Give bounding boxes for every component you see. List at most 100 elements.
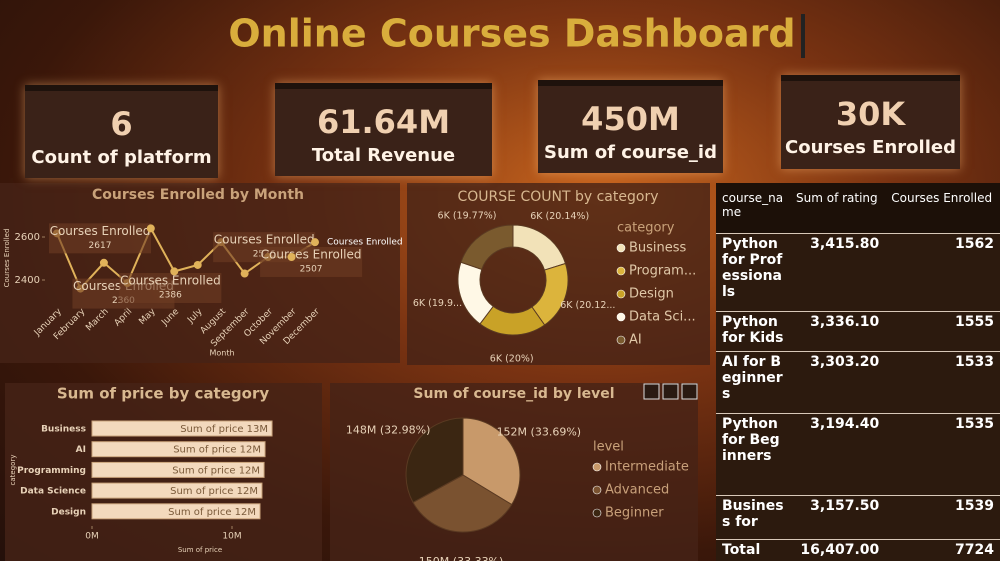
data-label: 148M (32.98%) (346, 424, 431, 437)
table-cell: 1539 (885, 495, 1000, 540)
legend-swatch (592, 508, 602, 518)
chart-title: Courses Enrolled by Month (92, 187, 304, 203)
x-axis-title: Sum of price (178, 546, 222, 554)
data-label: Sum of price 12M (172, 465, 260, 476)
table-cell: AI for Beginners (716, 351, 790, 414)
table-cell: 3,336.10 (790, 311, 886, 352)
point (146, 224, 155, 233)
legend-swatch (616, 266, 626, 276)
table-cell: Python for Kids (716, 311, 790, 352)
slice (462, 417, 521, 506)
legend-label: Program... (629, 264, 696, 279)
data-label: 6K (19.77%) (438, 210, 497, 221)
x-tick-label: 0M (85, 532, 99, 542)
kpi-value: 6 (110, 105, 133, 143)
table-cell: 3,303.20 (790, 351, 886, 414)
legend-label: Intermediate (605, 460, 689, 475)
legend-label: Beginner (605, 506, 664, 521)
data-label-name: Courses Enrolled (214, 233, 315, 247)
total-row: Total 16,407.00 7724 (716, 539, 1000, 560)
legend-label: Design (629, 287, 674, 302)
kpi-value: 30K (835, 95, 906, 133)
label-box (119, 273, 222, 304)
icon[interactable] (662, 383, 679, 400)
data-label: Sum of price 13M (180, 424, 268, 435)
table: course_name Sum of rating Courses Enrolled… (716, 183, 1000, 561)
y-tick-label: AI (76, 445, 86, 455)
point (193, 260, 202, 269)
legend-title: level (593, 440, 624, 455)
table-cell: Python for Beginners (716, 413, 790, 496)
icon[interactable] (643, 383, 660, 400)
kpi-card: 6 Count of platform (25, 85, 218, 178)
icon[interactable] (681, 383, 698, 400)
legend-swatch (592, 462, 602, 472)
data-label: 6K (20%) (490, 353, 534, 364)
legend-label: Business (629, 241, 687, 256)
data-label: Sum of price 12M (173, 445, 261, 456)
legend-swatch (616, 312, 626, 322)
point (287, 252, 296, 261)
table-cell: 1533 (885, 351, 1000, 414)
data-label: 150M (33.33%) (419, 555, 504, 561)
data-label-name: Courses Enrolled (120, 274, 221, 288)
y-tick-label: Programming (17, 466, 86, 476)
table-cell: 1555 (885, 311, 1000, 352)
chart-title: COURSE COUNT by category (458, 189, 659, 205)
series-label: Courses Enrolled (327, 238, 403, 248)
table-cell: 3,157.50 (790, 495, 886, 540)
y-tick-label: Data Science (20, 487, 86, 497)
legend-label: Data Sci... (629, 310, 696, 325)
data-label-name: Courses Enrolled (50, 224, 151, 238)
data-label: 152M (33.69%) (497, 425, 582, 438)
data-label: 6K (19.9... (413, 298, 462, 309)
data-label: 2507 (300, 264, 323, 274)
table-cell: 3,194.40 (790, 413, 886, 496)
slice (460, 224, 514, 270)
total-cell: 7724 (885, 539, 1000, 560)
bar (91, 482, 263, 499)
y-tick-label: 2400 (15, 275, 40, 286)
y-tick-label: Design (51, 507, 86, 517)
kpi-label: Count of platform (31, 147, 212, 168)
table-row: Python for Beginners 3,194.40 1535 (716, 413, 1000, 496)
data-label: 2617 (89, 241, 112, 251)
x-axis-title: Month (209, 349, 234, 358)
point (311, 238, 319, 247)
y-axis-title: Courses Enrolled (3, 229, 11, 288)
kpi-label: Total Revenue (311, 145, 456, 166)
data-label: 2386 (159, 291, 182, 301)
y-tick-label: 2600 (15, 232, 40, 243)
table-cell: 1562 (885, 233, 1000, 312)
table-grid: course_name Sum of rating Courses Enrolled… (716, 183, 1000, 560)
kpi-card: 61.64M Total Revenue (275, 83, 492, 176)
data-label: 6K (20.14%) (530, 211, 589, 222)
legend-swatch (616, 289, 626, 299)
point (170, 267, 179, 276)
table-cell: Python for Professionals (716, 233, 790, 312)
legend-swatch (616, 243, 626, 253)
x-tick-label: 10M (222, 532, 241, 542)
table-cell: 3,415.80 (790, 233, 886, 312)
data-label: Sum of price 12M (168, 507, 256, 518)
legend-label: Advanced (605, 483, 669, 498)
legend-swatch (616, 335, 626, 345)
legend-swatch (592, 485, 602, 495)
kpi-card: 450M Sum of course_id (538, 80, 723, 173)
column-header: Sum of rating (790, 183, 886, 234)
kpi-card: 30K Courses Enrolled (781, 75, 960, 169)
table-row: Python for Professionals 3,415.80 1562 (716, 233, 1000, 312)
label-box (260, 246, 363, 277)
table-row: Business for 3,157.50 1539 (716, 495, 1000, 540)
point (99, 258, 108, 267)
kpi-value: 450M (581, 100, 680, 138)
y-tick-label: Business (41, 425, 86, 435)
bar (91, 441, 266, 458)
point (240, 269, 249, 278)
label-box (49, 223, 151, 254)
data-label-name: Courses Enrolled (261, 247, 362, 261)
table-cell: 1535 (885, 413, 1000, 496)
total-cell: Total (716, 539, 790, 560)
